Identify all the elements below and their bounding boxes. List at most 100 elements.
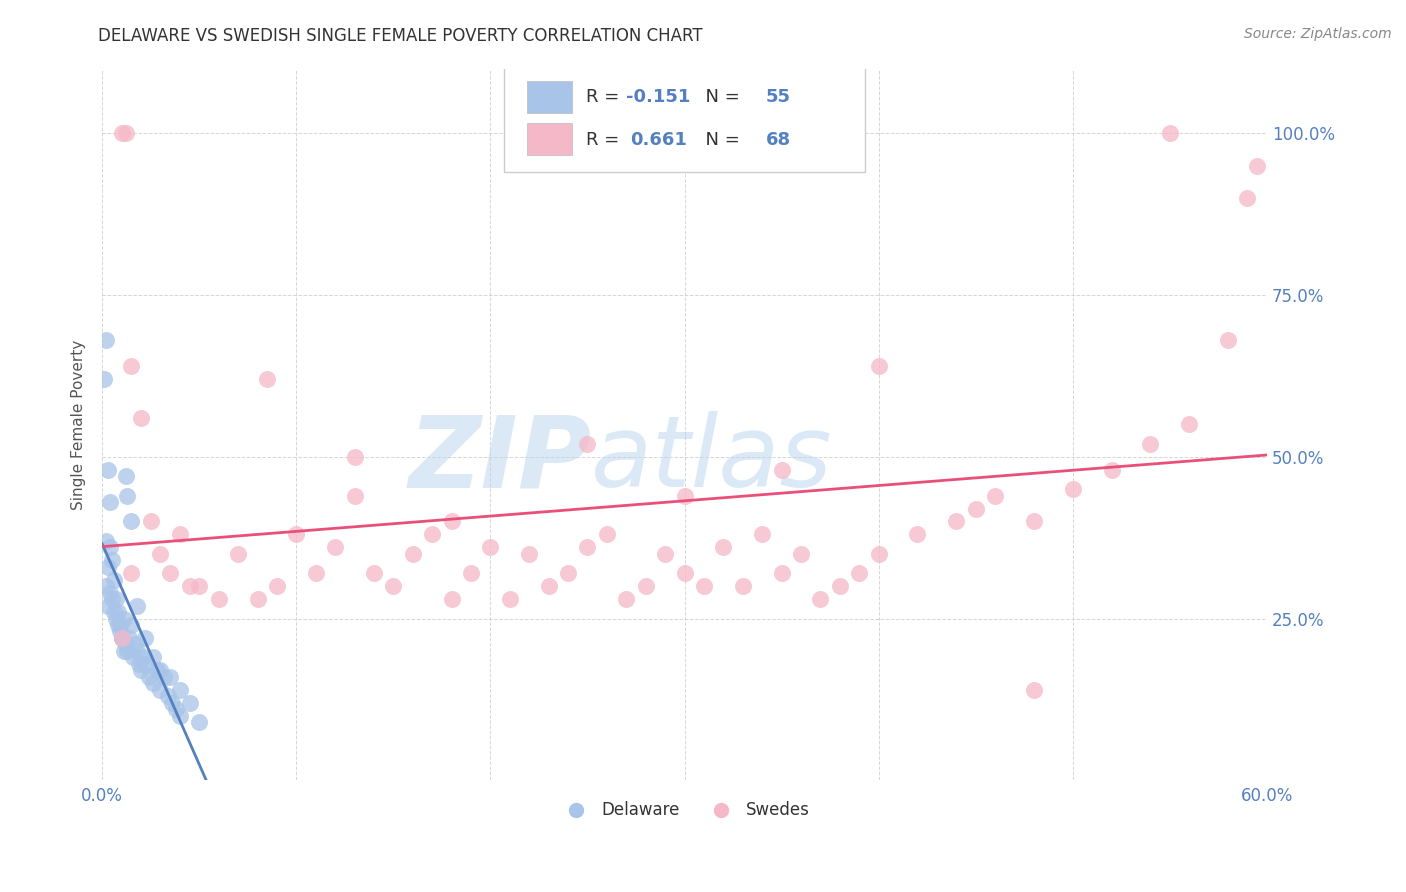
Point [145,663,167,677]
Point [169,708,191,723]
Point [98,495,121,509]
Point [770,463,793,477]
Point [440,592,463,607]
Point [98,541,121,555]
Point [120,566,142,581]
Point [751,527,773,541]
Point [323,541,346,555]
Text: N =: N = [695,88,745,106]
Point [97,559,120,574]
Point [117,489,139,503]
Point [1159,126,1181,140]
FancyBboxPatch shape [503,62,865,172]
Point [179,579,201,593]
Point [363,566,385,581]
Point [770,566,793,581]
Text: R =: R = [585,131,630,149]
Point [266,579,288,593]
Point [285,527,308,541]
Point [104,592,127,607]
Point [1022,682,1045,697]
Point [246,592,269,607]
Point [188,579,211,593]
Point [1062,482,1084,496]
Point [169,682,191,697]
Point [107,618,129,632]
Point [157,689,180,703]
Point [112,611,135,625]
Point [94,579,117,593]
Point [984,489,1007,503]
Point [305,566,328,581]
Point [731,579,754,593]
Point [120,359,142,374]
Point [112,644,135,658]
Point [1178,417,1201,432]
Point [101,592,124,607]
Point [440,515,463,529]
Point [557,566,579,581]
Point [149,547,172,561]
FancyBboxPatch shape [527,123,572,155]
Point [97,599,120,613]
Point [104,611,127,625]
Point [129,663,152,677]
Point [848,566,870,581]
Point [108,618,131,632]
Text: ZIP: ZIP [408,411,592,508]
Point [907,527,929,541]
Point [499,592,522,607]
Point [343,489,366,503]
Text: 0.661: 0.661 [630,131,686,149]
Point [101,553,124,567]
Point [153,670,176,684]
Text: atlas: atlas [592,411,832,508]
Point [120,515,142,529]
Point [165,702,187,716]
Point [1101,463,1123,477]
Point [142,676,165,690]
Point [160,696,183,710]
Point [159,566,181,581]
Point [134,657,156,671]
Text: N =: N = [695,131,745,149]
Point [118,631,141,645]
Point [122,650,145,665]
Point [138,670,160,684]
Point [208,592,231,607]
Text: Source: ZipAtlas.com: Source: ZipAtlas.com [1244,27,1392,41]
Point [810,592,832,607]
Point [142,650,165,665]
Point [129,411,152,425]
Point [828,579,851,593]
Point [479,541,502,555]
Point [98,585,121,599]
Text: 68: 68 [766,131,792,149]
Point [149,682,172,697]
Point [188,714,211,729]
Point [111,126,134,140]
Point [114,637,136,651]
Point [576,541,599,555]
Legend: Delaware, Swedes: Delaware, Swedes [553,794,817,825]
Text: -0.151: -0.151 [626,88,690,106]
Point [169,527,191,541]
Point [132,650,155,665]
Point [128,657,150,671]
Point [256,372,278,386]
Point [654,547,676,561]
Point [127,644,149,658]
Point [179,696,201,710]
Point [127,599,149,613]
Text: 55: 55 [766,88,792,106]
Point [460,566,482,581]
FancyBboxPatch shape [527,80,572,112]
Text: DELAWARE VS SWEDISH SINGLE FEMALE POVERTY CORRELATION CHART: DELAWARE VS SWEDISH SINGLE FEMALE POVERT… [98,27,703,45]
Point [1022,515,1045,529]
Point [1216,333,1239,347]
Point [1246,159,1268,173]
Point [711,541,734,555]
Point [111,631,134,645]
Point [117,644,139,658]
Point [120,618,142,632]
